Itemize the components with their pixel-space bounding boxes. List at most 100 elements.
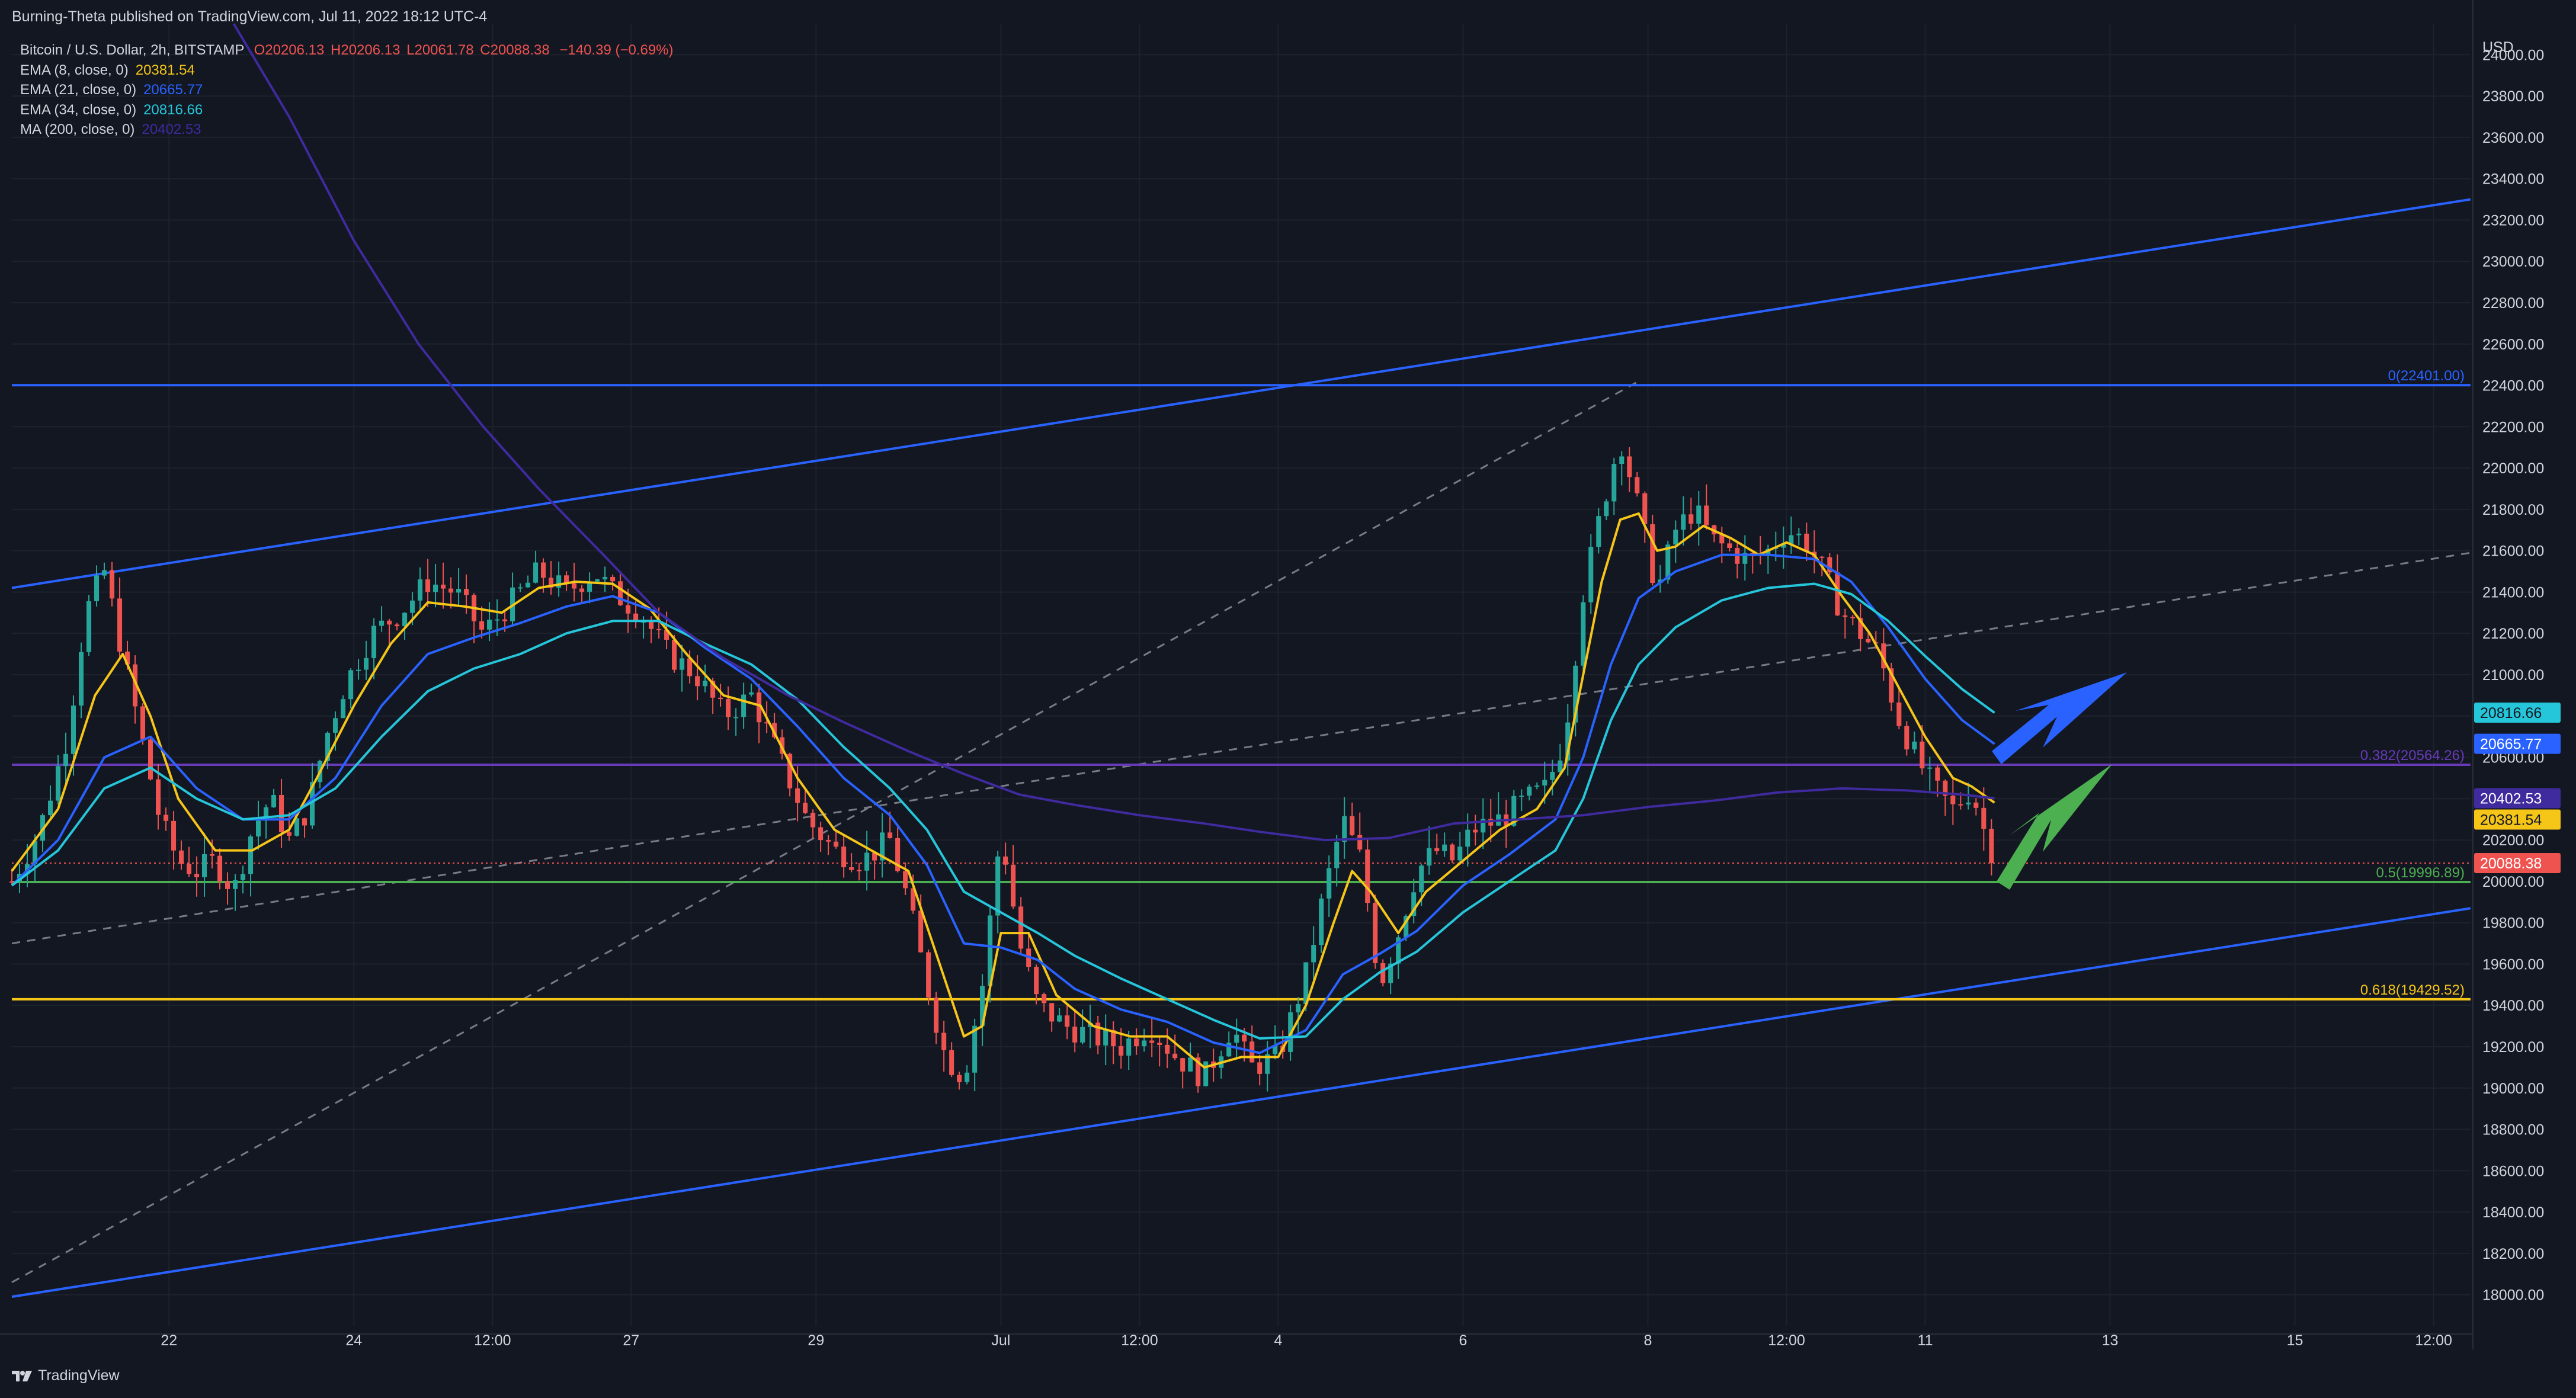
candle-down xyxy=(818,827,824,841)
candle-down xyxy=(903,871,908,889)
price-tag-label: 20816.66 xyxy=(2480,705,2542,722)
candle-up xyxy=(749,692,754,695)
trendline-channel-lower xyxy=(11,907,2471,1298)
candle-up xyxy=(1404,916,1409,938)
legend-ema21[interactable]: EMA (21, close, 0) 20665.77 xyxy=(20,80,674,100)
candle-up xyxy=(1912,741,1917,750)
candle-up xyxy=(101,570,107,576)
candle-down xyxy=(1350,816,1355,835)
candle-down xyxy=(841,847,847,868)
candle-down xyxy=(1134,1038,1139,1047)
ema8-name: EMA (8, close, 0) xyxy=(20,62,129,78)
x-tick-label: 12:00 xyxy=(2415,1332,2452,1349)
candle-up xyxy=(1319,898,1324,945)
y-tick-label: 20000.00 xyxy=(2482,874,2544,890)
candle-down xyxy=(695,676,700,687)
candle-up xyxy=(587,581,592,592)
candle-up xyxy=(1696,505,1702,524)
candle-up xyxy=(1427,848,1432,866)
candle-up xyxy=(1442,844,1447,851)
legend-ema34[interactable]: EMA (34, close, 0) 20816.66 xyxy=(20,100,674,120)
candle-down xyxy=(1365,849,1370,903)
x-tick-label: 4 xyxy=(1274,1332,1282,1349)
candle-down xyxy=(1989,829,1994,864)
candle-up xyxy=(94,575,100,601)
candle-up xyxy=(1927,767,1933,769)
candle-down xyxy=(664,630,669,640)
candle-up xyxy=(1542,780,1547,786)
y-tick-label: 19800.00 xyxy=(2482,915,2544,932)
series-ema-0 xyxy=(11,512,1995,1069)
trendline-dashed-diag xyxy=(11,380,1639,1284)
candle-down xyxy=(1165,1044,1170,1054)
series-ema-2 xyxy=(11,582,1995,1040)
candle-down xyxy=(957,1075,962,1082)
candle-up xyxy=(379,620,385,626)
candle-down xyxy=(1843,615,1848,617)
y-tick-label: 19400.00 xyxy=(2482,998,2544,1014)
candle-down xyxy=(826,840,831,842)
candle-up xyxy=(1742,553,1748,564)
candle-up xyxy=(1396,937,1401,964)
candle-up xyxy=(1465,829,1470,847)
y-axis-unit: USD xyxy=(2482,39,2514,56)
candle-up xyxy=(410,600,415,613)
x-tick-label: 12:00 xyxy=(1768,1332,1805,1349)
candle-down xyxy=(395,624,400,627)
candle-down xyxy=(1889,668,1894,703)
candle-up xyxy=(741,694,746,717)
symbol-name[interactable]: Bitcoin / U.S. Dollar, 2h, BITSTAMP xyxy=(20,42,244,58)
candle-up xyxy=(248,836,254,874)
candle-down xyxy=(1689,514,1694,524)
candle-up xyxy=(202,854,207,877)
candle-up xyxy=(364,658,369,670)
candle-up xyxy=(341,699,346,719)
candle-down xyxy=(541,562,546,578)
candle-up xyxy=(1789,535,1794,544)
legend-ema8[interactable]: EMA (8, close, 0) 20381.54 xyxy=(20,60,674,81)
y-tick-label: 23000.00 xyxy=(2482,254,2544,270)
ma200-value: 20402.53 xyxy=(142,121,201,137)
candle-down xyxy=(1065,1015,1070,1027)
candle-down xyxy=(911,888,916,911)
candle-down xyxy=(1157,1043,1162,1045)
y-tick-label: 21600.00 xyxy=(2482,543,2544,560)
y-tick-label: 21400.00 xyxy=(2482,584,2544,601)
candle-down xyxy=(1950,796,1956,804)
candle-down xyxy=(1011,864,1016,907)
candle-up xyxy=(333,718,338,733)
y-tick-label: 23600.00 xyxy=(2482,130,2544,146)
candle-down xyxy=(887,832,893,838)
ema34-name: EMA (34, close, 0) xyxy=(20,101,137,118)
candle-down xyxy=(287,832,292,836)
candle-up xyxy=(1534,785,1540,787)
candle-up xyxy=(1234,1034,1239,1043)
candle-up xyxy=(1550,772,1555,780)
candle-down xyxy=(757,692,762,723)
candle-up xyxy=(595,579,600,582)
ohlc-change: −140.39 (−0.69%) xyxy=(559,42,674,58)
candle-down xyxy=(618,581,623,605)
candle-down xyxy=(649,621,654,629)
candle-down xyxy=(626,605,631,614)
ma200-name: MA (200, close, 0) xyxy=(20,121,135,137)
candle-down xyxy=(1835,572,1840,615)
symbol-row: Bitcoin / U.S. Dollar, 2h, BITSTAMP O202… xyxy=(20,40,674,60)
candle-down xyxy=(795,788,800,803)
y-tick-label: 18000.00 xyxy=(2482,1287,2544,1304)
candle-down xyxy=(217,855,223,881)
legend-ma200[interactable]: MA (200, close, 0) 20402.53 xyxy=(20,120,674,140)
candle-up xyxy=(518,587,523,589)
candle-down xyxy=(1357,835,1363,850)
candle-down xyxy=(1850,617,1856,618)
candle-down xyxy=(564,575,569,583)
candle-down xyxy=(1642,493,1648,524)
candle-up xyxy=(680,658,685,670)
grid xyxy=(12,24,2471,1326)
tradingview-footer[interactable]: TradingView xyxy=(12,1367,120,1384)
candle-up xyxy=(495,619,500,621)
trend-lines xyxy=(11,198,2471,1298)
candle-down xyxy=(834,841,839,847)
candle-up xyxy=(1334,842,1340,868)
